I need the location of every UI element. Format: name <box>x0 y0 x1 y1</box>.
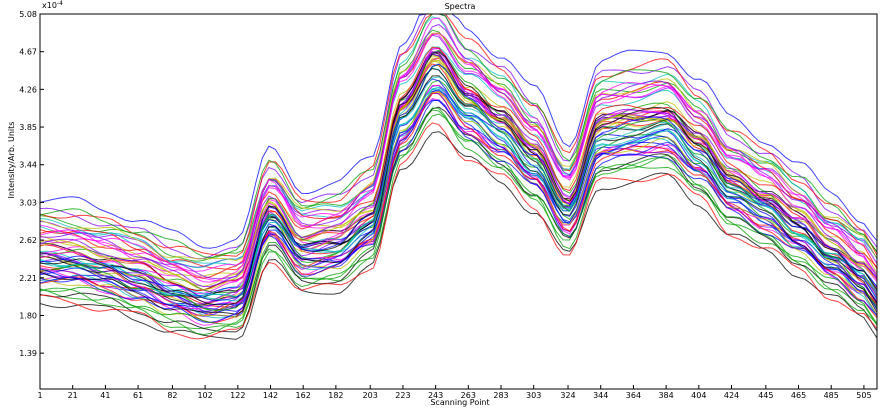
x-tick-label: 324 <box>560 391 575 400</box>
spectrum-line <box>39 99 878 324</box>
x-tick-label: 485 <box>824 391 839 400</box>
y-exponent-label: x10-4 <box>42 0 63 10</box>
spectrum-line <box>39 46 878 267</box>
spectrum-line <box>39 131 878 340</box>
x-tick-label: 203 <box>363 391 378 400</box>
spectrum-line <box>39 67 878 298</box>
spectrum-line <box>39 63 878 302</box>
spectrum-line <box>39 88 878 298</box>
spectrum-line <box>39 91 878 323</box>
spectrum-line <box>39 51 878 306</box>
spectrum-line <box>39 107 878 336</box>
spectrum-line <box>39 17 878 283</box>
spectrum-line <box>39 51 878 288</box>
chart-title: Spectra <box>445 2 476 11</box>
x-axis-title: Scanning Point <box>430 398 489 407</box>
spectrum-line <box>39 91 878 318</box>
x-tick-label: 82 <box>167 391 177 400</box>
spectrum-line <box>39 63 878 312</box>
spectrum-line <box>39 87 878 298</box>
spectrum-line <box>39 109 878 330</box>
spectrum-line <box>39 113 878 325</box>
spectrum-line <box>40 122 878 340</box>
spectrum-line <box>39 29 878 262</box>
spectrum-line <box>39 13 878 260</box>
x-tick-label: 384 <box>658 391 673 400</box>
spectrum-line <box>39 32 878 272</box>
x-tick-label: 404 <box>691 391 706 400</box>
x-tick-label: 1 <box>37 391 42 400</box>
y-tick-label: 4.26 <box>19 85 37 94</box>
spectrum-line <box>39 13 878 249</box>
y-tick-label: 3.44 <box>19 161 37 170</box>
x-tick-label: 263 <box>461 391 476 400</box>
y-axis: 1.39 1.80 2.21 2.62 3.03 3.44 3.85 4.26 4.67 5.08 <box>19 10 44 358</box>
x-tick-label: 505 <box>856 391 871 400</box>
x-tick-label: 303 <box>526 391 541 400</box>
x-tick-label: 445 <box>758 391 773 400</box>
y-tick-label: 5.08 <box>19 10 37 19</box>
x-tick-label: 465 <box>791 391 806 400</box>
y-tick-label: 4.67 <box>19 48 37 57</box>
y-tick-label: 3.85 <box>19 123 37 132</box>
x-tick-label: 283 <box>493 391 508 400</box>
y-tick-label: 2.21 <box>19 274 37 283</box>
spectrum-line <box>39 13 878 259</box>
x-tick-label: 182 <box>328 391 343 400</box>
x-tick-label: 364 <box>626 391 641 400</box>
x-tick-label: 61 <box>133 391 143 400</box>
x-tick-label: 122 <box>230 391 245 400</box>
y-tick-label: 2.62 <box>19 236 37 245</box>
x-tick-label: 344 <box>593 391 608 400</box>
x-tick-label: 102 <box>197 391 212 400</box>
spectrum-line <box>39 46 878 279</box>
x-tick-label: 21 <box>68 391 78 400</box>
spectrum-line <box>39 76 878 302</box>
spectrum-line <box>39 106 878 333</box>
x-tick-label: 41 <box>100 391 110 400</box>
spectra-series-group <box>39 13 878 340</box>
spectrum-line <box>39 49 878 294</box>
spectrum-line <box>39 59 878 287</box>
spectrum-line <box>39 88 878 313</box>
y-tick-label: 3.03 <box>19 198 37 207</box>
y-tick-label: 1.39 <box>19 349 37 358</box>
y-tick-label: 1.80 <box>19 311 37 320</box>
spectrum-line <box>39 75 878 315</box>
x-tick-label: 243 <box>428 391 443 400</box>
y-axis-title: Intensity/Arb. Units <box>7 122 16 199</box>
x-tick-label: 142 <box>263 391 278 400</box>
plot-frame <box>39 13 878 390</box>
x-tick-label: 424 <box>724 391 739 400</box>
x-tick-label: 223 <box>395 391 410 400</box>
spectrum-line <box>39 13 878 257</box>
x-tick-label: 162 <box>296 391 311 400</box>
x-axis: 1 21 41 61 82 102 122 142 162 182 203 223 243 263 283 3… <box>37 385 872 400</box>
